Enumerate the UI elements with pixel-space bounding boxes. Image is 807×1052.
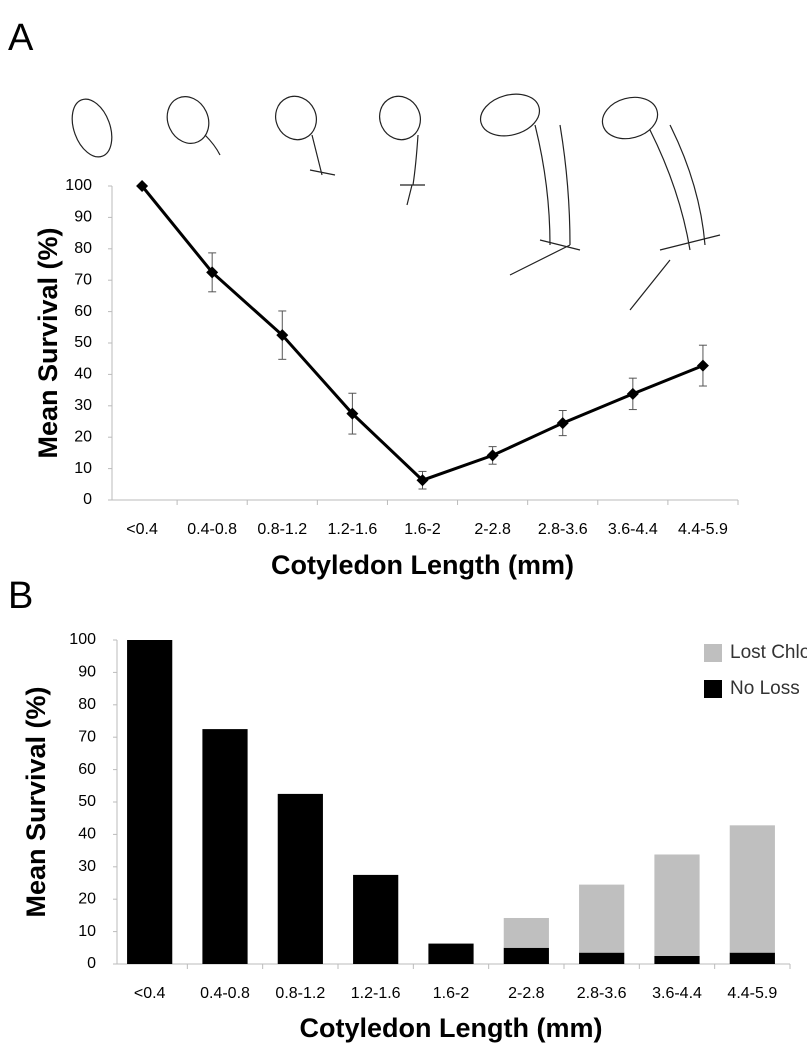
x-tick-label: 0.8-1.2	[257, 521, 307, 538]
y-tick-label: 30	[78, 858, 96, 875]
y-axis-title: Mean Survival (%)	[21, 686, 51, 917]
y-tick-label: 80	[74, 240, 92, 257]
y-tick-label: 0	[87, 955, 96, 972]
legend-swatch	[704, 644, 722, 662]
bar-segment	[579, 885, 624, 953]
y-tick-label: 90	[74, 209, 92, 226]
y-tick-label: 90	[78, 664, 96, 681]
panel-label: B	[8, 575, 33, 617]
x-tick-label: 1.6-2	[433, 985, 470, 1002]
x-tick-label: <0.4	[134, 985, 166, 1002]
y-tick-label: 100	[69, 631, 96, 648]
x-tick-label: 0.4-0.8	[187, 521, 237, 538]
y-tick-label: 10	[74, 460, 92, 477]
bar-segment	[730, 825, 775, 952]
bar-segment	[504, 948, 549, 964]
x-tick-label: 1.2-1.6	[327, 521, 377, 538]
marker	[487, 449, 499, 461]
x-tick-label: 4.4-5.9	[727, 985, 777, 1002]
legend-label: Lost Chlorophyll	[730, 642, 807, 663]
y-tick-label: 80	[78, 696, 96, 713]
y-tick-label: 10	[78, 923, 96, 940]
bar-segment	[730, 953, 775, 964]
seedling-sketches	[65, 88, 720, 310]
bar-segment	[654, 956, 699, 964]
x-tick-label: 3.6-4.4	[608, 521, 658, 538]
marker	[557, 417, 569, 429]
x-tick-label: 4.4-5.9	[678, 521, 728, 538]
line	[142, 186, 703, 480]
bar-segment	[278, 794, 323, 964]
x-tick-label: 0.8-1.2	[275, 985, 325, 1002]
marker	[627, 388, 639, 400]
y-tick-label: 60	[74, 303, 92, 320]
y-tick-label: 60	[78, 761, 96, 778]
bar-segment	[579, 953, 624, 964]
x-axis-title: Cotyledon Length (mm)	[300, 1013, 603, 1043]
bar-segment	[353, 875, 398, 964]
x-tick-label: <0.4	[126, 521, 158, 538]
y-tick-label: 0	[83, 491, 92, 508]
bar-segment	[654, 854, 699, 955]
y-tick-label: 50	[78, 793, 96, 810]
bar-segment	[504, 918, 549, 948]
y-tick-label: 40	[74, 366, 92, 383]
x-tick-label: 3.6-4.4	[652, 985, 702, 1002]
x-axis-title: Cotyledon Length (mm)	[271, 550, 574, 580]
x-tick-label: 1.2-1.6	[351, 985, 401, 1002]
x-tick-label: 2-2.8	[508, 985, 545, 1002]
y-tick-label: 70	[78, 728, 96, 745]
x-tick-label: 1.6-2	[404, 521, 441, 538]
y-tick-label: 20	[74, 428, 92, 445]
y-tick-label: 50	[74, 334, 92, 351]
marker	[697, 360, 709, 372]
legend-label: No Loss	[730, 678, 800, 699]
x-tick-label: 0.4-0.8	[200, 985, 250, 1002]
legend-swatch	[704, 680, 722, 698]
y-tick-label: 100	[65, 177, 92, 194]
bar-segment	[127, 640, 172, 964]
y-tick-label: 30	[74, 397, 92, 414]
x-tick-label: 2.8-3.6	[538, 521, 588, 538]
y-axis-title: Mean Survival (%)	[33, 227, 63, 458]
y-tick-label: 40	[78, 826, 96, 843]
x-tick-label: 2.8-3.6	[577, 985, 627, 1002]
bar-segment	[428, 944, 473, 964]
x-tick-label: 2-2.8	[474, 521, 511, 538]
bar-segment	[202, 729, 247, 964]
y-tick-label: 70	[74, 271, 92, 288]
panel-label: A	[8, 17, 34, 59]
y-tick-label: 20	[78, 890, 96, 907]
figure: A Mean Survival (%) Cotyledon Length (mm) 0…	[0, 0, 807, 1052]
